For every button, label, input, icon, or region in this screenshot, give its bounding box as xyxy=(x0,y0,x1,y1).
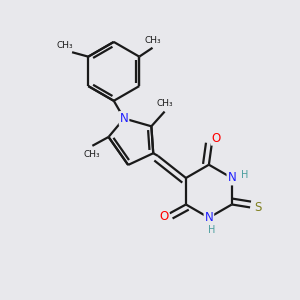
Text: N: N xyxy=(205,211,213,224)
Text: H: H xyxy=(208,225,215,235)
Text: CH₃: CH₃ xyxy=(56,41,73,50)
Text: S: S xyxy=(255,201,262,214)
Text: O: O xyxy=(159,210,169,223)
Text: H: H xyxy=(242,170,249,180)
Text: CH₃: CH₃ xyxy=(83,150,100,159)
Text: N: N xyxy=(120,112,128,125)
Text: O: O xyxy=(212,132,221,145)
Text: N: N xyxy=(227,172,236,184)
Text: CH₃: CH₃ xyxy=(145,36,161,45)
Text: CH₃: CH₃ xyxy=(157,99,173,108)
